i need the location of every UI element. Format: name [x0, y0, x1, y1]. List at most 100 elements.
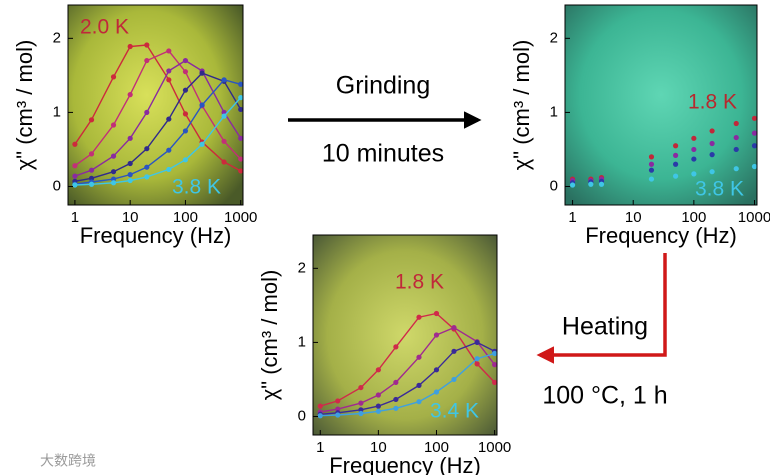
data-point [491, 350, 497, 357]
data-point [144, 57, 150, 64]
data-point [110, 176, 117, 182]
data-point [127, 160, 133, 167]
data-point [393, 379, 399, 386]
data-point [221, 113, 227, 119]
data-point [335, 406, 341, 412]
plot-frame [312, 234, 498, 436]
data-point [709, 152, 715, 158]
data-point [127, 172, 133, 178]
plot-frame [67, 4, 244, 206]
data-point [433, 367, 440, 373]
data-point [238, 106, 243, 113]
data-point [182, 57, 189, 64]
arrow-label: Grinding [336, 72, 431, 100]
x-tick-label: 1000 [738, 209, 770, 226]
data-point [88, 167, 95, 173]
data-point [238, 94, 243, 101]
data-point [88, 175, 95, 181]
data-point [110, 169, 117, 175]
data-point [335, 398, 341, 404]
data-point [375, 392, 381, 398]
y-tick-label: 0 [53, 177, 61, 194]
data-point [648, 161, 655, 167]
data-point [416, 382, 422, 388]
arrow-label: Heating [562, 313, 648, 341]
annotation: 3.8 K [695, 178, 744, 201]
data-point [238, 135, 243, 141]
data-point [672, 143, 679, 149]
data-point [221, 77, 227, 83]
plot-background [565, 5, 757, 205]
plot-area [317, 310, 497, 419]
data-point [238, 81, 243, 87]
data-point [317, 403, 323, 409]
data-point [751, 130, 757, 136]
data-point [144, 174, 150, 180]
data-point [648, 154, 655, 160]
data-point [733, 146, 739, 153]
watermark: 大数跨境 [40, 453, 96, 469]
data-point [72, 141, 78, 147]
annotation: 1.8 K [688, 91, 737, 114]
data-point [709, 128, 715, 134]
data-point [375, 403, 381, 409]
data-point [144, 109, 150, 116]
series-line [74, 44, 242, 172]
data-point [166, 68, 172, 74]
x-tick-label: 10 [122, 209, 139, 226]
data-point [182, 111, 189, 117]
data-point [451, 324, 457, 331]
data-point [474, 356, 480, 362]
data-point [166, 147, 172, 153]
data-point [648, 176, 655, 182]
data-point [110, 153, 117, 159]
data-point [127, 177, 133, 184]
data-point [88, 117, 95, 123]
data-point [182, 157, 189, 163]
data-point [393, 405, 399, 411]
y-tick-label: 1 [53, 103, 61, 120]
data-point [110, 180, 117, 186]
y-axis-label: χ" (cm³ / mol) [257, 270, 282, 401]
x-axis-label: Frequency (Hz) [329, 453, 481, 475]
x-tick-label: 1000 [478, 439, 511, 456]
data-point [375, 367, 381, 373]
series-line [74, 50, 242, 167]
data-point [182, 69, 189, 75]
data-point [166, 166, 172, 173]
data-point [416, 354, 422, 360]
data-point [451, 348, 457, 354]
data-point [451, 376, 457, 383]
y-tick-label: 0 [550, 177, 558, 194]
annotation: 2.0 K [80, 16, 129, 39]
data-point [166, 116, 172, 122]
data-point [166, 77, 172, 83]
data-point [751, 143, 757, 149]
y-tick-label: 1 [550, 103, 558, 120]
data-point [144, 42, 150, 48]
data-point [110, 74, 117, 80]
series-line [320, 341, 495, 415]
data-point [238, 156, 243, 162]
data-point [433, 389, 440, 395]
data-point [317, 413, 323, 419]
data-point [358, 384, 364, 391]
data-point [491, 362, 497, 368]
heating-arrow [536, 253, 667, 364]
y-tick-label: 1 [298, 333, 306, 350]
x-axis-label: Frequency (Hz) [80, 223, 232, 248]
data-point [199, 70, 205, 76]
data-point [691, 146, 697, 153]
data-point [335, 412, 341, 418]
data-point [358, 410, 364, 417]
data-point [144, 146, 150, 152]
data-point [733, 134, 739, 141]
data-point [199, 141, 205, 147]
data-point [691, 171, 697, 177]
arrow-sublabel: 10 minutes [322, 140, 444, 168]
annotation: 1.8 K [395, 271, 444, 294]
x-tick-label: 1 [568, 209, 576, 226]
data-point [127, 135, 133, 141]
data-point [733, 166, 739, 172]
data-point [358, 400, 364, 406]
